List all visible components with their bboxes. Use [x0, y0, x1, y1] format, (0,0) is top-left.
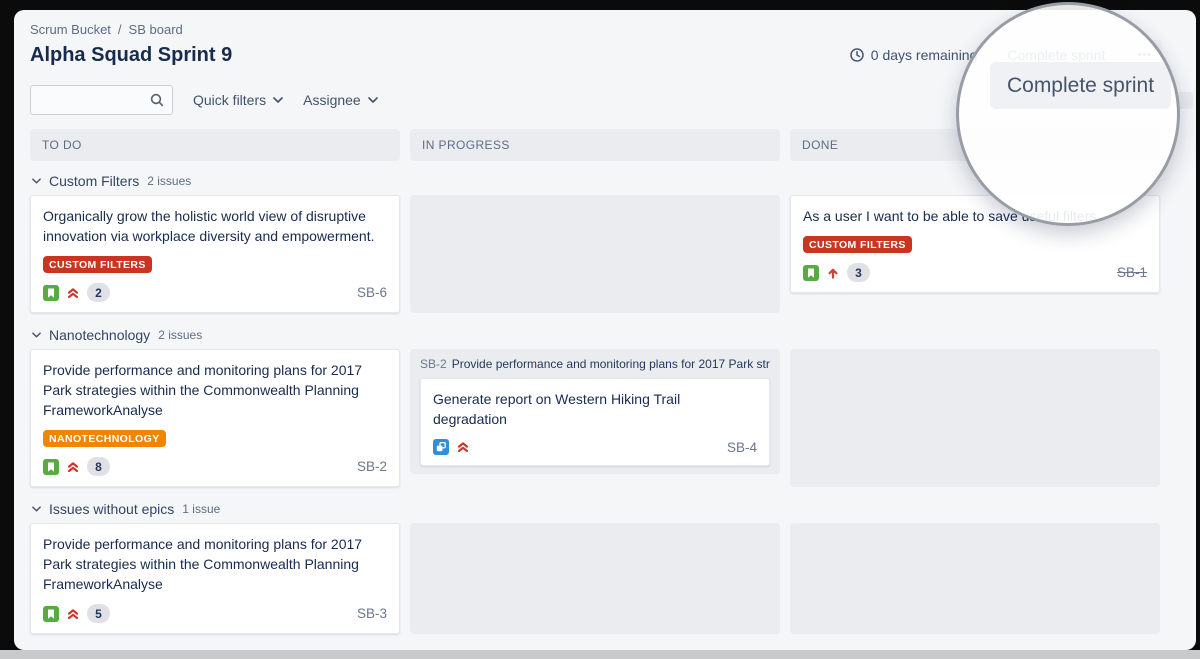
subtask-group-sb2: SB-2 Provide performance and monitoring p… [410, 349, 780, 474]
chevron-down-icon [32, 506, 41, 512]
estimate-badge: 3 [847, 263, 870, 282]
magnifier-overlay: Complete sprint [956, 2, 1180, 226]
parent-issue-header[interactable]: SB-2 Provide performance and monitoring p… [420, 357, 770, 371]
column-header-inprogress: IN PROGRESS [410, 129, 780, 161]
issue-card-sb2[interactable]: Provide performance and monitoring plans… [30, 349, 400, 487]
estimate-badge: 5 [87, 604, 110, 623]
swimlane-row-custom-filters: Organically grow the holistic world view… [30, 195, 1180, 313]
issue-key: SB-6 [356, 285, 387, 300]
swimlane-issue-count: 2 issues [147, 174, 192, 188]
swimlane-issue-count: 2 issues [158, 328, 203, 342]
priority-highest-icon [67, 287, 79, 298]
assignee-dropdown[interactable]: Assignee [303, 92, 378, 108]
parent-issue-key: SB-2 [420, 357, 447, 371]
card-summary: Provide performance and monitoring plans… [43, 536, 363, 592]
breadcrumb-separator: / [117, 22, 122, 37]
days-remaining-label: 0 days remaining [870, 47, 978, 63]
issue-key: SB-4 [726, 439, 757, 455]
issue-key: SB-1 [1116, 265, 1147, 280]
chevron-down-icon [32, 178, 41, 184]
complete-sprint-button-magnified[interactable]: Complete sprint [990, 62, 1171, 109]
priority-highest-icon [457, 442, 469, 453]
empty-column-placeholder [410, 523, 780, 634]
card-summary: Provide performance and monitoring plans… [43, 362, 363, 418]
epic-badge: NANOTECHNOLOGY [43, 430, 166, 447]
epic-badge: CUSTOM FILTERS [803, 236, 912, 253]
chevron-down-icon [32, 332, 41, 338]
issue-card-sb4[interactable]: Generate report on Western Hiking Trail … [420, 378, 770, 466]
issue-card-sb6[interactable]: Organically grow the holistic world view… [30, 195, 400, 313]
search-icon [150, 93, 164, 107]
card-meta: 2 SB-6 [43, 283, 387, 302]
card-summary: Organically grow the holistic world view… [43, 208, 375, 244]
card-meta: 5 SB-3 [43, 604, 387, 623]
screenshot-bottom-strip [0, 650, 1200, 659]
breadcrumb-project-link[interactable]: Scrum Bucket [30, 22, 111, 37]
epic-badge: CUSTOM FILTERS [43, 256, 152, 273]
story-icon [43, 284, 59, 301]
swimlane-header-nanotechnology[interactable]: Nanotechnology 2 issues [32, 327, 1180, 343]
clock-icon [850, 48, 864, 62]
story-icon [43, 458, 59, 475]
priority-highest-icon [67, 461, 79, 472]
page-title: Alpha Squad Sprint 9 [30, 44, 233, 66]
swimlane-title: Issues without epics [49, 501, 175, 517]
parent-issue-summary: Provide performance and monitoring plans… [451, 357, 770, 371]
story-icon [43, 605, 59, 622]
days-remaining: 0 days remaining [849, 47, 978, 63]
card-meta: 3 SB-1 [803, 263, 1147, 282]
issue-key: SB-3 [356, 606, 387, 621]
priority-highest-icon [67, 608, 79, 619]
estimate-badge: 8 [87, 457, 110, 476]
swimlane-header-custom-filters[interactable]: Custom Filters 2 issues [32, 173, 1180, 189]
card-meta: 8 SB-2 [43, 457, 387, 476]
swimlane-row-nanotechnology: Provide performance and monitoring plans… [30, 349, 1180, 487]
empty-column-placeholder [790, 349, 1160, 487]
quick-filters-dropdown[interactable]: Quick filters [193, 92, 283, 108]
issue-key: SB-2 [356, 459, 387, 474]
quick-filters-label: Quick filters [193, 92, 267, 108]
empty-column-placeholder [410, 195, 780, 313]
column-header-todo: TO DO [30, 129, 400, 161]
issue-card-sb1[interactable]: As a user I want to be able to save usef… [790, 195, 1160, 293]
breadcrumb-board-link[interactable]: SB board [128, 22, 183, 37]
chevron-down-icon [367, 97, 378, 103]
breadcrumb: Scrum Bucket / SB board [14, 10, 1196, 37]
search-box [30, 85, 173, 115]
swimlane-issue-count: 1 issue [182, 502, 221, 516]
estimate-badge: 2 [87, 283, 110, 302]
story-icon [803, 264, 819, 281]
swimlane-row-no-epic: Provide performance and monitoring plans… [30, 523, 1180, 634]
swimlane-title: Nanotechnology [49, 327, 151, 343]
priority-high-icon [828, 268, 838, 279]
board-toolbar: Quick filters Assignee [30, 85, 1196, 115]
subtask-icon [433, 439, 449, 455]
issue-card-sb3[interactable]: Provide performance and monitoring plans… [30, 523, 400, 634]
swimlane-header-no-epic[interactable]: Issues without epics 1 issue [32, 501, 1180, 517]
assignee-label: Assignee [303, 92, 361, 108]
empty-column-placeholder [790, 523, 1160, 634]
card-meta: SB-4 [433, 439, 757, 455]
magnifier-edge-artifact [1176, 92, 1193, 109]
search-input[interactable] [30, 85, 173, 115]
swimlane-title: Custom Filters [49, 173, 140, 189]
board: TO DO IN PROGRESS DONE Custom Filters 2 … [30, 129, 1180, 634]
card-summary: Generate report on Western Hiking Trail … [433, 391, 681, 427]
chevron-down-icon [273, 97, 283, 103]
